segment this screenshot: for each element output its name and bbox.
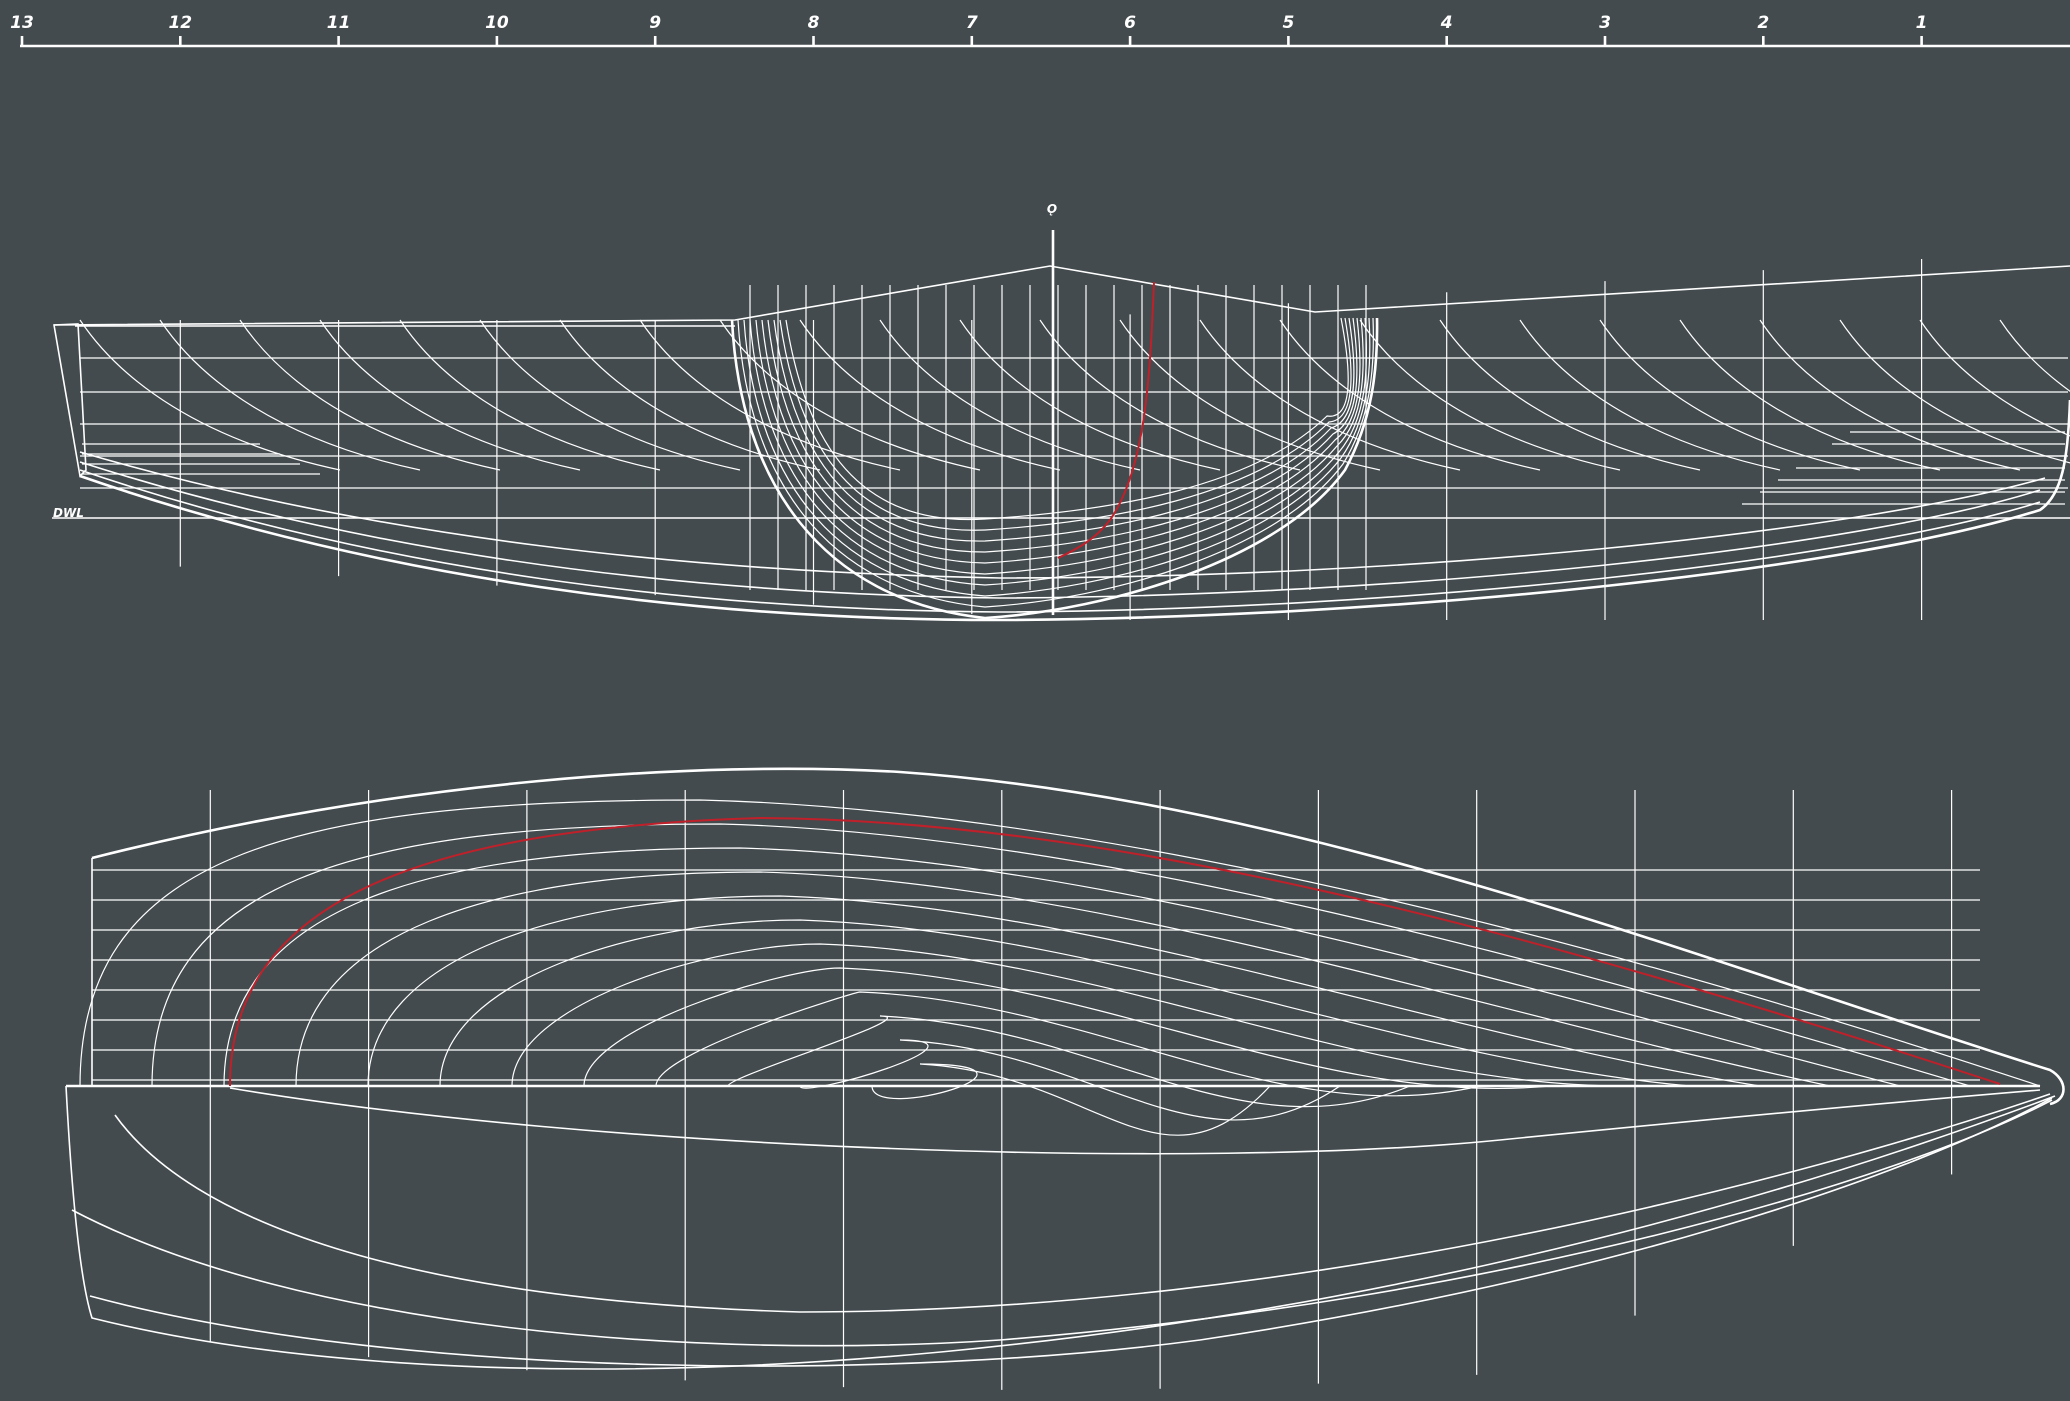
section-curve xyxy=(1039,319,1301,471)
diagonal-outer xyxy=(65,1085,2056,1370)
station-scale-labels: 13 12 11 10 9 8 7 6 5 4 3 2 1 xyxy=(10,13,1927,33)
keel-profile xyxy=(79,399,2070,622)
waterline-curve xyxy=(511,943,1621,1087)
section-curve xyxy=(559,319,821,471)
station-label: 8 xyxy=(808,13,820,33)
section-curve xyxy=(399,319,661,471)
highlighted-waterline xyxy=(229,816,2001,1087)
hull-buttock-1 xyxy=(79,469,2041,613)
station-label: 1 xyxy=(1916,13,1928,33)
hull-buttock-2 xyxy=(79,461,2041,599)
highlighted-section xyxy=(1057,281,1155,559)
waterline-curve xyxy=(727,1015,1411,1108)
waterline-curve xyxy=(367,895,1761,1087)
section-curve xyxy=(319,319,581,471)
hull-buttock-3 xyxy=(79,451,2046,579)
section-curve xyxy=(1919,319,2070,437)
diagonal-3 xyxy=(89,1097,2053,1367)
station-scale-ticks xyxy=(20,36,1923,46)
section-curve xyxy=(959,319,1221,471)
station-label: 3 xyxy=(1599,13,1611,33)
half-breadth-station-lines xyxy=(209,790,1953,1086)
half-breadth-waterlines xyxy=(79,799,2041,1136)
waterline-curve xyxy=(295,871,1831,1087)
station-label: 6 xyxy=(1124,13,1136,33)
body-section xyxy=(755,317,1364,575)
station-label: 7 xyxy=(966,13,978,33)
body-plan-sections xyxy=(737,317,1374,608)
half-breadth-view xyxy=(65,767,2065,1390)
stern-waterline-ticks xyxy=(82,443,320,475)
waterline-curve xyxy=(151,823,1971,1087)
section-curve xyxy=(1759,319,2021,471)
section-curve xyxy=(1119,319,1381,471)
section-curve xyxy=(79,319,341,471)
section-curve xyxy=(1359,319,1621,471)
station-label: 4 xyxy=(1440,13,1453,33)
waterline-curve xyxy=(223,847,1901,1087)
body-section xyxy=(779,317,1352,531)
body-plan-outline xyxy=(730,317,1379,620)
transom xyxy=(53,323,87,478)
section-curve xyxy=(1519,319,1781,471)
waterline-curve xyxy=(439,919,1691,1087)
half-breadth-lower-stations xyxy=(209,1086,1953,1390)
station-label: 5 xyxy=(1282,13,1294,33)
profile-section-curves xyxy=(79,319,2070,471)
station-label: 2 xyxy=(1757,13,1769,33)
section-curve xyxy=(479,319,741,471)
body-section xyxy=(761,317,1361,564)
section-curve xyxy=(1999,319,2070,392)
bow-waterline-ticks xyxy=(1742,431,2065,505)
section-curve xyxy=(159,319,421,471)
station-label: 13 xyxy=(10,13,34,33)
half-breadth-horizontal-grid xyxy=(92,869,1980,1081)
body-section xyxy=(773,317,1355,542)
section-curve xyxy=(1599,319,1861,471)
body-section xyxy=(749,317,1368,586)
profile-horizontal-grid xyxy=(80,357,2068,489)
section-curve xyxy=(1839,319,2070,464)
sheer-line xyxy=(53,265,2070,326)
diagonal-4 xyxy=(114,1093,2051,1313)
body-section xyxy=(767,317,1358,553)
diagonal-5 xyxy=(229,1087,2041,1155)
section-curve xyxy=(1279,319,1541,471)
section-curve xyxy=(239,319,501,471)
waterline-curve xyxy=(583,967,1551,1090)
body-section xyxy=(785,317,1349,521)
waterline-label: DWL xyxy=(53,506,84,520)
station-label: 11 xyxy=(327,13,351,33)
body-section xyxy=(743,317,1371,597)
section-curve xyxy=(1439,319,1701,471)
waterline-curve xyxy=(871,1063,1271,1136)
diagonal-2 xyxy=(71,1099,2053,1347)
station-label: 10 xyxy=(485,13,509,33)
section-curve xyxy=(799,319,1061,471)
section-curve xyxy=(639,319,901,471)
station-label: 12 xyxy=(168,13,192,33)
waterline-curve xyxy=(655,991,1481,1097)
station-label: 9 xyxy=(649,13,661,33)
section-curve xyxy=(719,319,981,471)
deck-outline xyxy=(91,767,2065,1106)
waterline-curve xyxy=(79,799,2041,1087)
section-curve xyxy=(879,319,1141,471)
body-section xyxy=(737,317,1374,608)
section-curve xyxy=(1199,319,1461,471)
centerline-label: Ǫ xyxy=(1047,202,1057,216)
profile-station-lines xyxy=(179,258,1923,620)
section-curve xyxy=(1679,319,1941,471)
profile-view: Ǫ DWL xyxy=(52,202,2070,622)
station-scale: 13 12 11 10 9 8 7 6 5 4 3 2 1 xyxy=(10,13,2070,48)
